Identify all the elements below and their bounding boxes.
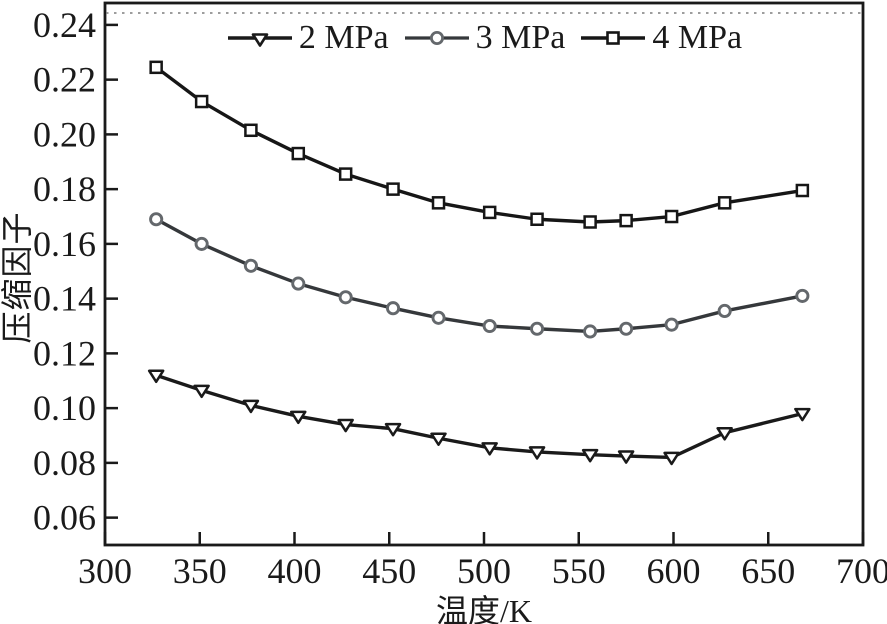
circle-marker	[482, 318, 497, 334]
square-marker	[194, 94, 209, 109]
y-tick-label: 0.24	[33, 5, 96, 45]
triangle-down-marker	[481, 442, 498, 456]
series-line-2-mpa	[154, 373, 805, 460]
x-tick-label: 650	[741, 551, 795, 591]
triangle-down-marker	[384, 422, 402, 437]
square-marker	[664, 209, 679, 224]
series-3-mpa	[149, 212, 810, 339]
circle-marker	[583, 324, 598, 339]
y-tick-label: 0.16	[33, 224, 96, 264]
x-tick-label: 700	[836, 551, 887, 591]
square-marker	[583, 215, 597, 229]
x-tick-label: 300	[78, 551, 132, 591]
x-axis-title: 温度/K	[435, 593, 532, 624]
series-markers-3-mpa	[149, 212, 810, 339]
y-tick-label: 0.08	[33, 443, 96, 483]
circle-marker	[194, 236, 209, 251]
circle-marker	[243, 258, 258, 273]
circle-marker	[431, 310, 446, 325]
circle-marker	[291, 276, 306, 291]
square-marker	[244, 123, 258, 138]
triangle-down-marker	[337, 418, 354, 433]
y-tick-label: 0.06	[33, 498, 96, 538]
y-tick-label: 0.20	[33, 114, 96, 154]
circle-marker	[664, 317, 679, 332]
square-marker	[795, 183, 810, 198]
x-tick-label: 550	[552, 551, 606, 591]
square-marker	[386, 182, 400, 196]
circle-marker	[619, 321, 634, 336]
triangle-down-marker	[617, 450, 635, 464]
series-line-3-mpa	[154, 217, 805, 334]
triangle-down-marker	[242, 399, 260, 414]
y-axis-ticks: 0.06 0.08 0.10 0.12 0.14 0.16 0.18 0.20 0.22 0.24	[33, 5, 118, 538]
x-axis-ticks: 300 350 400 450 500 550 600 650 700	[78, 532, 887, 591]
circle-marker	[717, 303, 732, 319]
square-marker	[338, 167, 353, 181]
triangle-down-marker	[663, 451, 680, 466]
square-marker	[717, 196, 732, 210]
circle-marker	[338, 290, 353, 305]
triangle-down-marker	[430, 432, 447, 446]
triangle-down-marker	[794, 407, 811, 422]
x-tick-label: 400	[268, 551, 322, 591]
x-tick-label: 350	[173, 551, 227, 591]
y-tick-label: 0.22	[33, 60, 96, 100]
x-tick-label: 600	[647, 551, 701, 591]
triangle-down-marker	[147, 369, 165, 384]
circle-marker	[149, 212, 164, 227]
circle-marker	[385, 301, 401, 316]
series-markers-2-mpa	[147, 369, 811, 466]
series-line-4-mpa	[154, 65, 805, 224]
series-4-mpa	[149, 60, 810, 229]
square-marker	[482, 205, 497, 220]
x-tick-label: 500	[457, 551, 511, 591]
series-markers-4-mpa	[149, 60, 810, 229]
triangle-down-marker	[528, 446, 546, 460]
triangle-down-marker	[716, 427, 733, 441]
y-axis-title: 压缩因子	[0, 211, 35, 344]
square-marker	[530, 212, 544, 227]
square-marker	[619, 213, 633, 228]
y-tick-label: 0.12	[33, 333, 96, 373]
y-tick-label: 0.18	[33, 169, 96, 209]
triangle-down-marker	[581, 448, 599, 463]
square-marker	[431, 196, 446, 210]
plot-frame	[103, 1, 865, 547]
square-marker	[291, 146, 306, 161]
y-tick-label: 0.14	[33, 279, 96, 319]
circle-marker	[795, 288, 810, 303]
x-tick-label: 450	[362, 551, 416, 591]
square-marker	[149, 60, 163, 75]
circle-marker	[530, 321, 545, 336]
triangle-down-marker	[193, 384, 210, 399]
series-2-mpa	[147, 369, 811, 466]
y-tick-label: 0.10	[33, 388, 96, 428]
triangle-down-marker	[290, 410, 307, 425]
